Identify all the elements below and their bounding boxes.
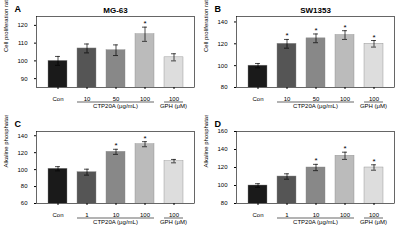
svg-text:Cell proliferation ratio (%): Cell proliferation ratio (%) — [203, 0, 209, 52]
svg-text:*: * — [143, 134, 146, 143]
svg-text:SW1353: SW1353 — [300, 6, 331, 15]
svg-text:*: * — [114, 141, 117, 150]
svg-text:Con: Con — [252, 96, 263, 102]
svg-text:100: 100 — [340, 212, 351, 218]
svg-text:120: 120 — [17, 150, 28, 156]
svg-text:CTP20A (μg/mL): CTP20A (μg/mL) — [93, 103, 138, 109]
svg-text:*: * — [343, 144, 346, 153]
svg-text:MG-63: MG-63 — [103, 6, 128, 15]
svg-text:100: 100 — [369, 96, 380, 102]
svg-text:120: 120 — [217, 164, 228, 170]
svg-text:GPH (μM): GPH (μM) — [360, 103, 387, 109]
svg-text:Alkaline phosphatase activity: Alkaline phosphatase activity (%) — [3, 115, 9, 168]
svg-text:GPH (μM): GPH (μM) — [160, 219, 187, 225]
svg-text:100: 100 — [369, 212, 380, 218]
svg-text:80: 80 — [221, 84, 228, 90]
svg-text:*: * — [314, 156, 317, 165]
svg-text:*: * — [314, 26, 317, 35]
svg-text:*: * — [372, 157, 375, 166]
svg-text:120: 120 — [217, 41, 228, 47]
svg-text:10: 10 — [284, 96, 291, 102]
svg-text:60: 60 — [21, 200, 28, 206]
svg-text:10: 10 — [84, 96, 91, 102]
svg-text:Con: Con — [52, 212, 63, 218]
svg-text:140: 140 — [217, 146, 228, 152]
svg-text:D: D — [215, 119, 222, 129]
svg-text:80: 80 — [221, 200, 228, 206]
svg-text:CTP20A (μg/mL): CTP20A (μg/mL) — [293, 103, 338, 109]
svg-text:*: * — [143, 19, 146, 28]
svg-text:110: 110 — [18, 40, 28, 46]
svg-text:100: 100 — [217, 182, 228, 188]
svg-text:100: 100 — [17, 167, 28, 173]
svg-text:10: 10 — [113, 212, 120, 218]
svg-text:B: B — [215, 4, 222, 14]
svg-text:A: A — [15, 4, 22, 14]
svg-text:100: 100 — [217, 63, 228, 69]
svg-text:GPH (μM): GPH (μM) — [360, 219, 387, 225]
svg-text:GPH (μM): GPH (μM) — [160, 103, 187, 109]
svg-text:CTP20A (μg/mL): CTP20A (μg/mL) — [293, 219, 338, 225]
svg-text:Cell proliferation ratio (%): Cell proliferation ratio (%) — [3, 0, 9, 52]
svg-text:50: 50 — [113, 96, 120, 102]
svg-text:90: 90 — [21, 76, 28, 82]
svg-text:C: C — [15, 119, 22, 129]
svg-text:100: 100 — [169, 212, 180, 218]
svg-text:1: 1 — [285, 212, 289, 218]
svg-text:Con: Con — [252, 212, 263, 218]
svg-text:100: 100 — [17, 58, 28, 64]
svg-text:Con: Con — [52, 96, 63, 102]
svg-text:*: * — [343, 23, 346, 32]
svg-text:120: 120 — [17, 22, 28, 28]
svg-text:*: * — [372, 33, 375, 42]
svg-text:1: 1 — [85, 212, 89, 218]
svg-text:80: 80 — [21, 183, 28, 189]
svg-text:100: 100 — [169, 96, 180, 102]
svg-text:100: 100 — [140, 96, 151, 102]
svg-text:*: * — [285, 31, 288, 40]
svg-text:140: 140 — [217, 19, 228, 25]
svg-text:CTP20A (μg/mL): CTP20A (μg/mL) — [93, 219, 138, 225]
svg-text:140: 140 — [17, 133, 28, 139]
svg-text:160: 160 — [217, 128, 228, 134]
svg-text:100: 100 — [340, 96, 351, 102]
svg-text:10: 10 — [313, 212, 320, 218]
svg-text:Alkaline phosphatase activity: Alkaline phosphatase activity (%) — [203, 115, 209, 168]
svg-text:100: 100 — [140, 212, 151, 218]
svg-text:50: 50 — [313, 96, 320, 102]
